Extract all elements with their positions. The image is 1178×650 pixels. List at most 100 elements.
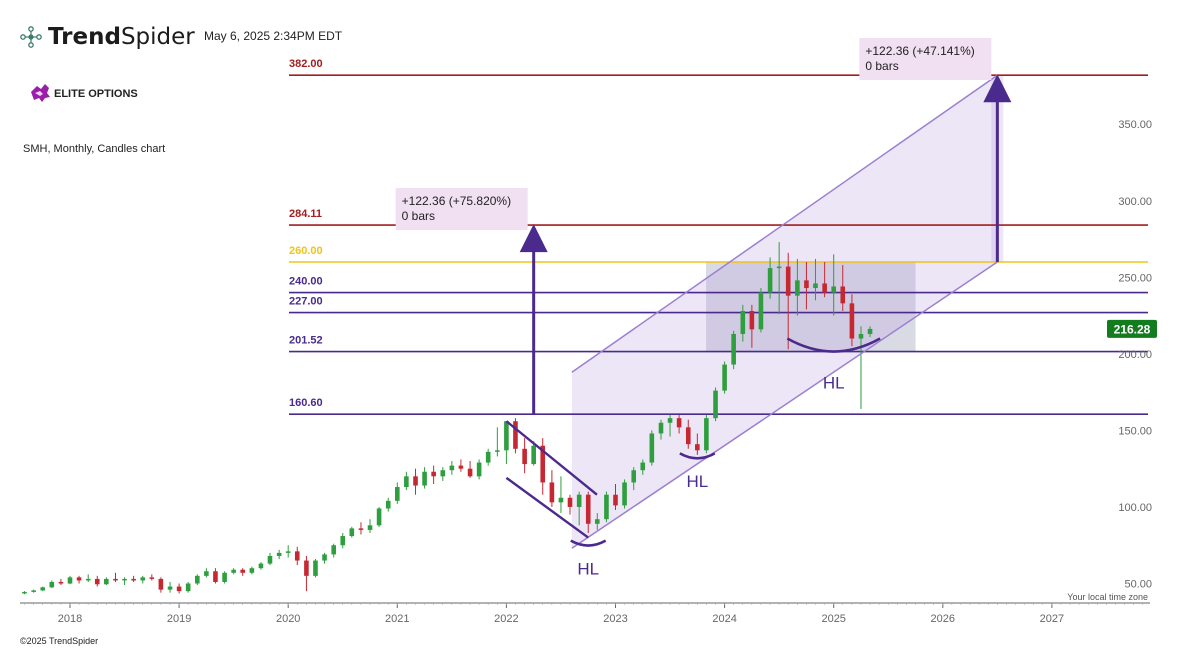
x-tick-label: 2027 <box>1040 613 1064 625</box>
higher-low-arc <box>570 539 607 547</box>
level-label: 260.00 <box>289 245 323 257</box>
candle-up <box>122 578 127 581</box>
candle-up <box>167 586 173 590</box>
candle-up <box>395 487 400 501</box>
candle-up <box>49 581 55 588</box>
candle-up <box>404 476 409 488</box>
timestamp: May 6, 2025 2:34PM EDT <box>204 29 343 43</box>
candle-up <box>531 445 536 465</box>
candle-up <box>140 577 146 581</box>
measure-bars-text: 0 bars <box>865 59 898 73</box>
measure-arrow-head <box>519 224 548 253</box>
candle-down <box>358 528 364 530</box>
candle-down <box>58 581 64 584</box>
y-tick-label: 50.00 <box>1124 579 1152 591</box>
candle-up <box>249 568 255 573</box>
measure-bars-text: 0 bars <box>402 209 435 223</box>
candle-down <box>431 471 436 477</box>
candle-up <box>640 462 646 471</box>
candle-up <box>594 519 600 524</box>
pullback-lower-line <box>505 476 589 539</box>
candle-up <box>31 590 36 592</box>
measure-change-text: +122.36 (+75.820%) <box>402 194 511 208</box>
candle-up <box>704 418 709 451</box>
higher-low-label: HL <box>577 559 599 578</box>
level-label: 227.00 <box>289 296 323 308</box>
candle-down <box>585 494 591 524</box>
candle-up <box>504 421 509 451</box>
candle-down <box>76 577 82 581</box>
candle-up <box>604 494 609 520</box>
y-tick-label: 350.00 <box>1118 119 1152 131</box>
level-label: 160.60 <box>289 397 323 409</box>
candle-up <box>722 364 727 391</box>
x-tick-label: 2025 <box>821 613 845 625</box>
level-label: 284.11 <box>289 208 322 220</box>
candle-up <box>495 450 500 452</box>
candle-down <box>304 560 309 576</box>
measure-label-box <box>395 188 528 230</box>
candle-up <box>831 286 836 293</box>
consolidation-box <box>706 261 916 352</box>
candle-up <box>104 578 109 585</box>
candle-up <box>195 575 200 584</box>
candle-up <box>485 451 491 463</box>
candle-up <box>776 266 782 269</box>
candle-up <box>731 333 736 365</box>
candle-up <box>222 572 227 582</box>
y-tick-label: 150.00 <box>1118 425 1152 437</box>
candle-down <box>522 448 527 465</box>
last-price-label: 216.28 <box>1114 322 1151 336</box>
higher-low-label: HL <box>823 374 845 393</box>
candle-down <box>176 586 182 592</box>
x-tick-label: 2020 <box>276 613 300 625</box>
candle-up <box>558 497 564 503</box>
candle-up <box>713 390 718 419</box>
x-tick-label: 2026 <box>931 613 955 625</box>
candle-up <box>22 591 27 594</box>
candle-down <box>540 445 546 483</box>
candle-down <box>213 571 218 582</box>
candle-up <box>667 418 673 423</box>
candle-up <box>67 577 73 584</box>
candle-down <box>840 286 846 304</box>
candle-up <box>285 551 291 553</box>
higher-low-arc <box>786 337 881 353</box>
candle-up <box>476 462 482 477</box>
candle-up <box>658 422 664 434</box>
candle-down <box>849 303 855 339</box>
candle-up <box>858 333 864 339</box>
x-tick-label: 2021 <box>385 613 409 625</box>
candle-up <box>331 545 336 555</box>
last-price-badge <box>1107 319 1157 338</box>
candle-up <box>813 283 818 289</box>
candle-up <box>85 578 91 581</box>
candle-down <box>240 569 246 573</box>
higher-low-label: HL <box>686 472 708 491</box>
candle-down <box>676 418 682 428</box>
candle-up <box>449 465 455 471</box>
candle-up <box>258 563 264 569</box>
x-tick-label: 2022 <box>494 613 518 625</box>
candle-up <box>322 554 327 561</box>
candle-up <box>767 268 773 293</box>
watermark-text: ELITE OPTIONS <box>54 88 138 100</box>
candle-up <box>376 508 382 526</box>
candle-down <box>567 497 573 507</box>
copyright: ©2025 TrendSpider <box>20 636 98 646</box>
candle-up <box>276 552 282 556</box>
candle-down <box>804 280 809 289</box>
channel-upper-line <box>571 74 998 373</box>
y-tick-label: 200.00 <box>1118 349 1152 361</box>
bull-logo-icon <box>31 84 50 102</box>
candle-up <box>631 470 637 483</box>
candle-up <box>649 433 655 463</box>
candle-down <box>513 421 518 449</box>
brand-name: TrendSpider <box>48 24 195 50</box>
x-tick-label: 2023 <box>603 613 627 625</box>
candle-down <box>413 476 418 486</box>
candle-down <box>158 578 164 590</box>
x-tick-label: 2024 <box>712 613 736 625</box>
candle-up <box>740 310 746 334</box>
